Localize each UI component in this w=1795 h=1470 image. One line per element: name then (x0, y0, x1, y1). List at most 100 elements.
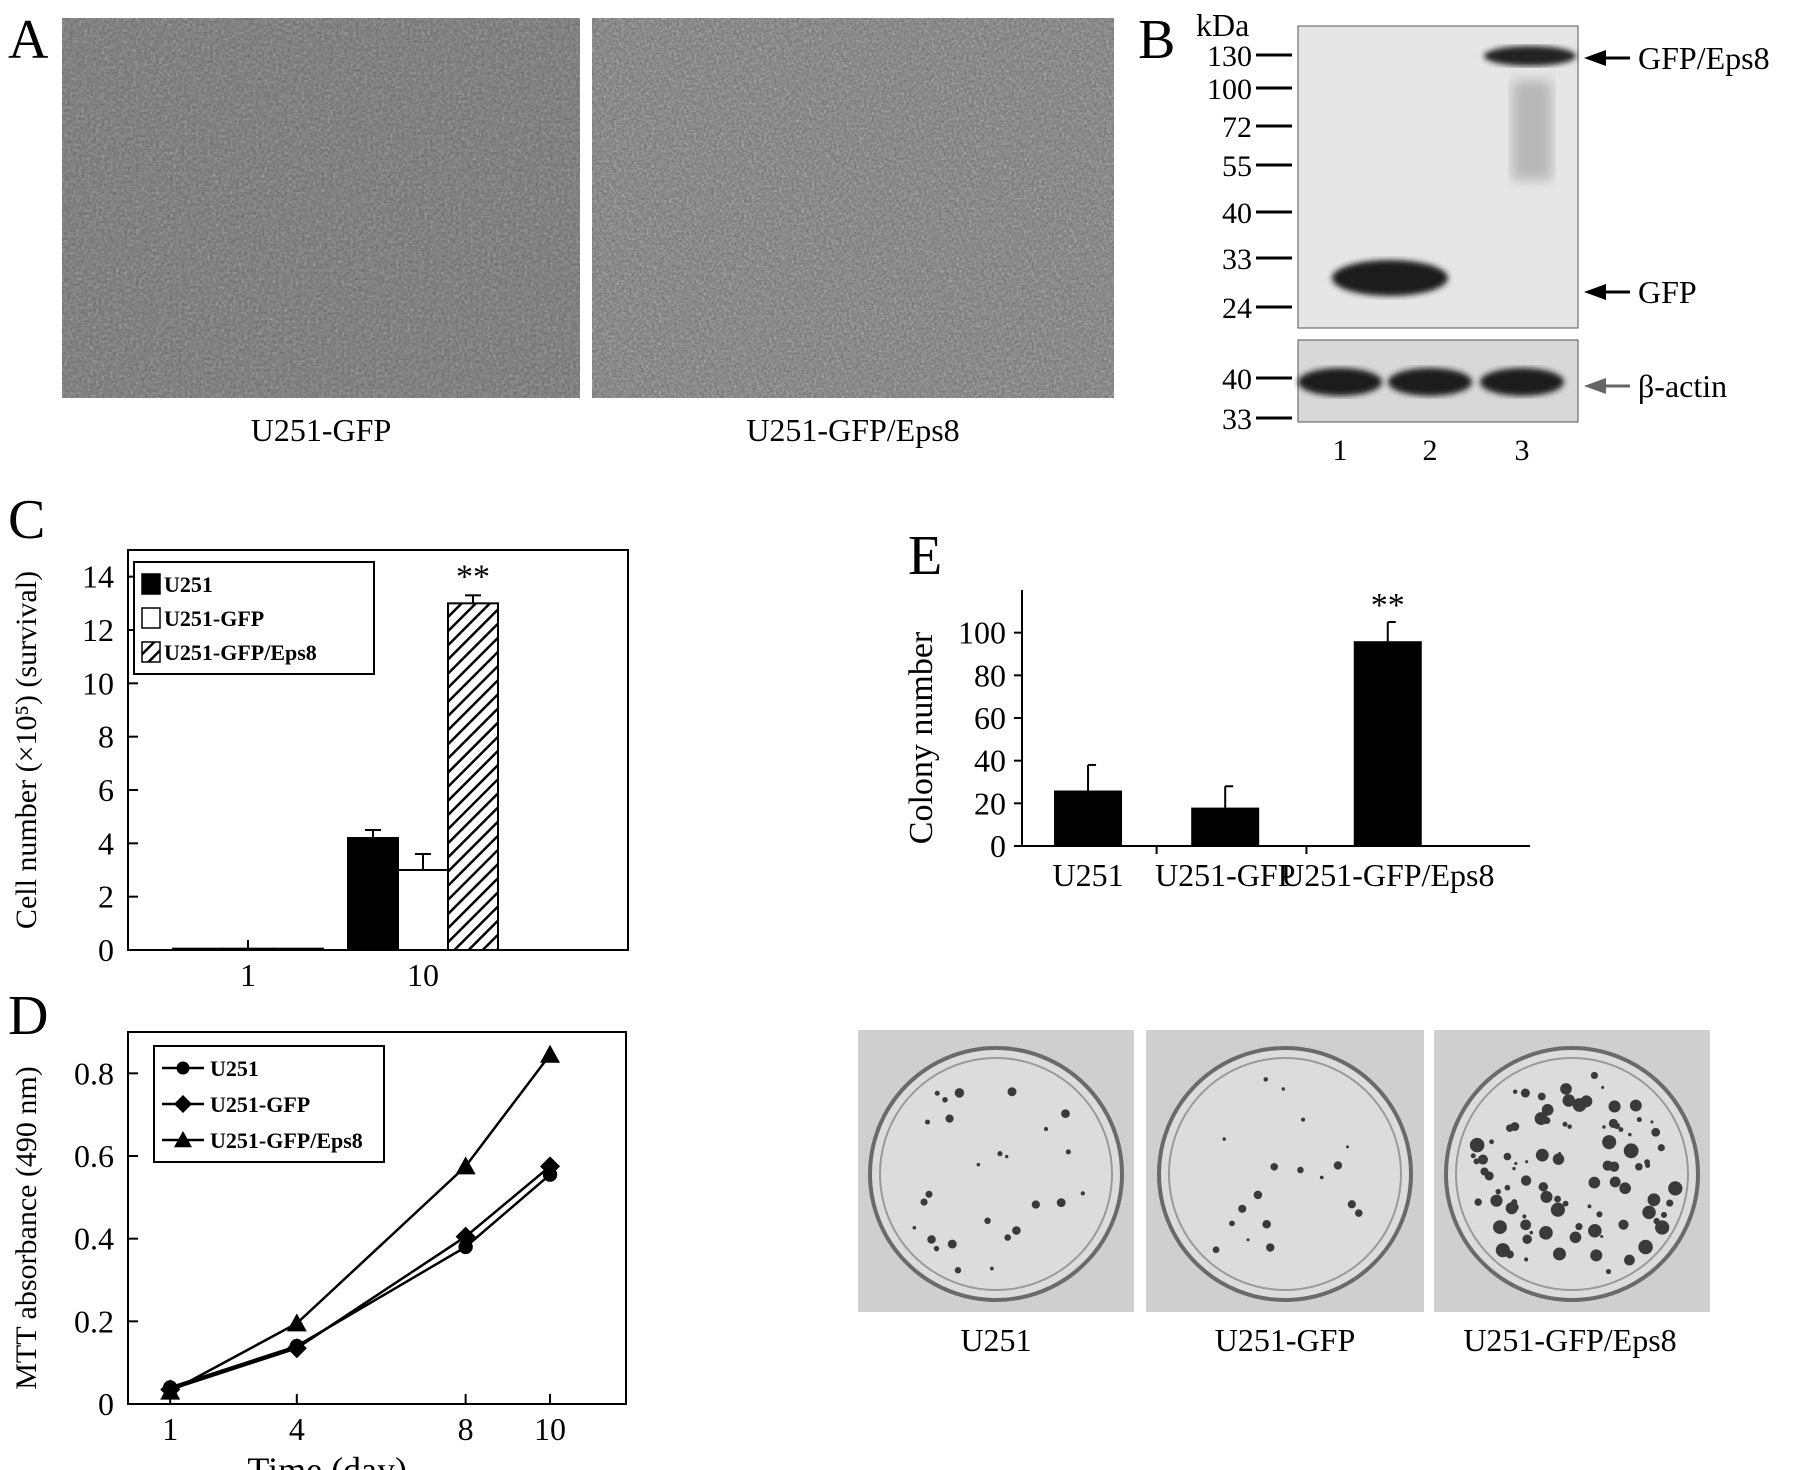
chart-e-bar (1191, 807, 1260, 846)
plate-u251-drawing (858, 1030, 1134, 1312)
panel-letter-d: D (8, 985, 49, 1047)
chart-d-point (286, 1338, 307, 1359)
chart-c-ytick-label: 10 (82, 665, 114, 701)
colony-dot (1297, 1166, 1304, 1174)
chart-c-ytick-label: 4 (98, 825, 114, 861)
colony-dot (1552, 1247, 1566, 1261)
colony-dot (1567, 1124, 1572, 1129)
colony-dot (1520, 1175, 1532, 1186)
colony-dot (1524, 1257, 1529, 1262)
colony-dot (933, 1245, 940, 1252)
chart-c-bar (222, 947, 274, 951)
colony-dot (1229, 1220, 1235, 1227)
colony-dot (1470, 1153, 1476, 1159)
colony-dot (1505, 1124, 1514, 1132)
colony-dot (1347, 1200, 1356, 1209)
colony-dot (1281, 1087, 1286, 1091)
colony-dot (927, 1235, 936, 1244)
colony-dot (1301, 1117, 1306, 1122)
chart-d-series-line (169, 1173, 551, 1389)
arrow-beta-actin (1584, 378, 1630, 394)
colony-dot (1477, 1154, 1488, 1165)
marker-24: 24 (1222, 292, 1252, 325)
colony-dot (1520, 1219, 1532, 1231)
chart-e-ytick-label: 0 (990, 828, 1006, 864)
colony-dot (1514, 1161, 1518, 1166)
colony-dot (934, 1090, 940, 1096)
plate-caption-u251-gfp: U251-GFP (1214, 1322, 1356, 1358)
panel-letter-a: A (8, 9, 49, 71)
panel-letter-b: B (1138, 9, 1176, 71)
chart-d-ytick-label: 0.8 (74, 1055, 114, 1091)
colony-dot (1333, 1161, 1343, 1170)
lane-3: 3 (1515, 434, 1530, 467)
chart-d-point (160, 1381, 181, 1400)
colony-dot (1539, 1225, 1553, 1240)
colony-dot (1623, 1143, 1639, 1159)
marker-100: 100 (1207, 73, 1252, 106)
colony-dot (924, 1119, 931, 1125)
colony-dot (1642, 1205, 1656, 1220)
colony-dot (1605, 1268, 1612, 1275)
chart-d-series-line (169, 1165, 551, 1391)
chart-d-xtick-label: 4 (289, 1411, 305, 1447)
colony-dot (1495, 1188, 1501, 1195)
colony-dot (1562, 1094, 1576, 1107)
plate-u251-gfp (1146, 1030, 1424, 1312)
chart-c-bar (347, 837, 399, 951)
chart-c-bar (272, 947, 324, 951)
chart-c-legend-swatch (141, 641, 161, 663)
chart-c-legend-label: U251-GFP (164, 606, 264, 631)
marker-40: 40 (1222, 197, 1252, 230)
plate-caption-u251-gfp-eps8: U251-GFP/Eps8 (1463, 1322, 1677, 1358)
chart-c-xtick-label: 1 (240, 957, 256, 993)
colony-dot (1587, 1204, 1592, 1209)
colony-dot (1590, 1071, 1598, 1080)
colony-dot (1609, 1161, 1620, 1172)
colony-dot (1522, 1234, 1532, 1244)
label-gfp-eps8: GFP/Eps8 (1638, 40, 1770, 76)
chart-c-ylabel: Cell number (×10⁵) (survival) (10, 571, 43, 929)
colony-dot (1624, 1254, 1635, 1266)
chart-d-legend-label: U251-GFP/Eps8 (210, 1128, 363, 1153)
chart-c-bar (397, 869, 449, 951)
chart-d-point (540, 1156, 561, 1177)
colony-dot (1031, 1200, 1040, 1209)
chart-d-point (540, 1044, 561, 1063)
colony-dot (1522, 1214, 1527, 1219)
marker-33-bottom: 33 (1222, 403, 1252, 436)
chart-d-ytick-label: 0.6 (74, 1138, 114, 1174)
chart-d-legend-label: U251-GFP (210, 1092, 310, 1117)
colony-dot (1319, 1175, 1324, 1180)
colony-dot (1609, 1176, 1621, 1188)
chart-d-point (174, 1095, 192, 1113)
chart-d-point (176, 1061, 190, 1075)
colony-dot (1253, 1190, 1263, 1200)
colony-dot (1600, 1234, 1604, 1239)
micrograph-u251-gfp (62, 18, 580, 398)
chart-c-bar (447, 602, 499, 951)
chart-e-ytick-label: 40 (974, 743, 1006, 779)
marker-ticks-top (1256, 53, 1292, 309)
colony-dot (1588, 1223, 1602, 1238)
chart-d-mtt: 0 0.2 0.4 0.6 0.8 1 4 8 10 U251 U251-GFP U251-GFP/E… (10, 1031, 627, 1470)
chart-c-bar (172, 947, 224, 951)
chart-c-ytick-label: 8 (98, 719, 114, 755)
chart-d-ytick-label: 0.2 (74, 1303, 114, 1339)
chart-d-legend-label: U251 (210, 1056, 259, 1081)
colony-dot (1495, 1243, 1510, 1258)
chart-d-series-line (169, 1053, 552, 1393)
colony-dot (1608, 1100, 1621, 1113)
colony-dot (1560, 1083, 1572, 1095)
chart-e-bar (1054, 790, 1123, 846)
band-actin-lane2 (1388, 368, 1472, 396)
colony-dot (1263, 1077, 1269, 1082)
colony-dot (1525, 1160, 1529, 1164)
chart-d-ytick-label: 0 (98, 1386, 114, 1422)
colony-dot (984, 1217, 991, 1225)
colony-dot (1647, 1193, 1661, 1207)
colony-dot (1602, 1125, 1606, 1129)
chart-d-ytick-label: 0.4 (74, 1221, 114, 1257)
colony-dot (1538, 1182, 1549, 1192)
colony-dot (1262, 1220, 1271, 1229)
